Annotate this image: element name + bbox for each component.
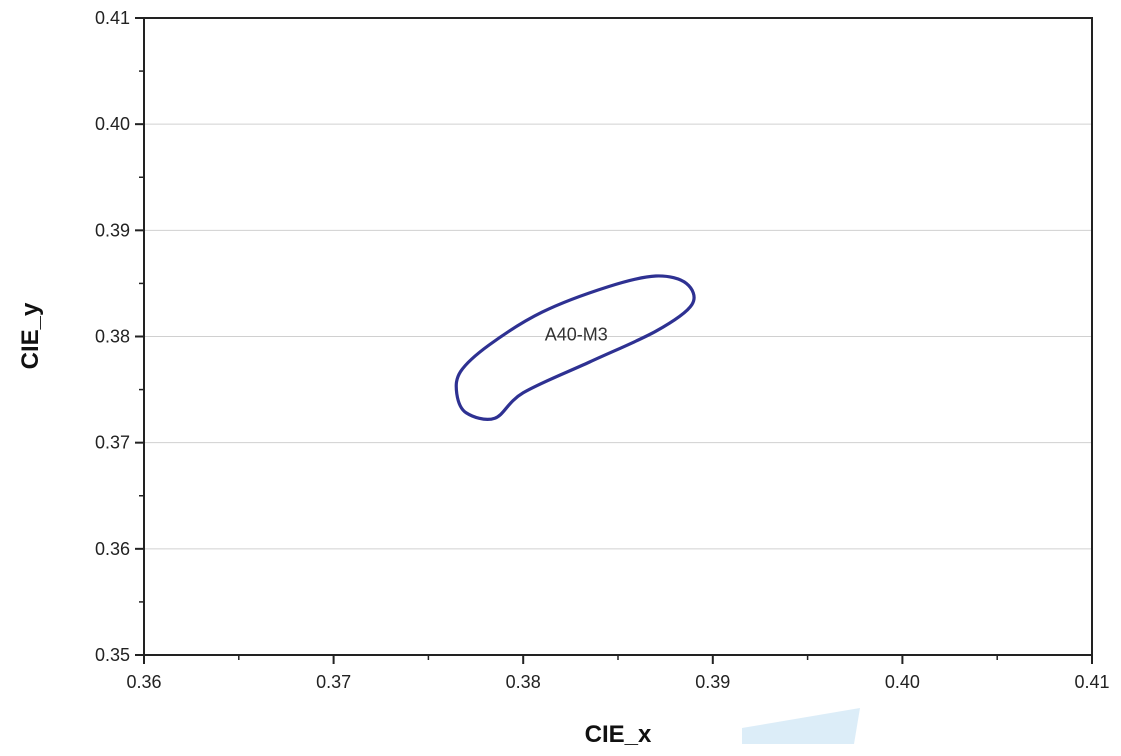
x-tick-label: 0.36 bbox=[126, 672, 161, 692]
y-tick-label: 0.40 bbox=[95, 114, 130, 134]
watermark-shape bbox=[742, 708, 860, 744]
x-tick-label: 0.38 bbox=[506, 672, 541, 692]
x-tick-label: 0.39 bbox=[695, 672, 730, 692]
y-tick-label: 0.36 bbox=[95, 539, 130, 559]
y-tick-label: 0.35 bbox=[95, 645, 130, 665]
x-tick-label: 0.40 bbox=[885, 672, 920, 692]
plot-frame bbox=[143, 17, 1093, 656]
annotation-layer: A40-M3 bbox=[545, 324, 608, 344]
y-tick-label: 0.38 bbox=[95, 327, 130, 347]
y-tick-label: 0.39 bbox=[95, 220, 130, 240]
ellipse-label: A40-M3 bbox=[545, 324, 608, 344]
y-axis-title: CIE_y bbox=[17, 302, 44, 369]
x-tick-labels: 0.36 0.37 0.38 0.39 0.40 0.41 bbox=[126, 672, 1109, 692]
axis-ticks bbox=[135, 17, 1093, 664]
y-tick-label: 0.41 bbox=[95, 8, 130, 28]
grid-lines bbox=[144, 123, 1092, 550]
ellipse-series bbox=[454, 274, 696, 421]
series-layer bbox=[454, 274, 696, 421]
x-axis-title: CIE_x bbox=[585, 721, 652, 748]
y-tick-label: 0.37 bbox=[95, 433, 130, 453]
x-tick-label: 0.37 bbox=[316, 672, 351, 692]
y-tick-labels: 0.35 0.36 0.37 0.38 0.39 0.40 0.41 bbox=[95, 8, 130, 665]
x-tick-label: 0.41 bbox=[1074, 672, 1109, 692]
